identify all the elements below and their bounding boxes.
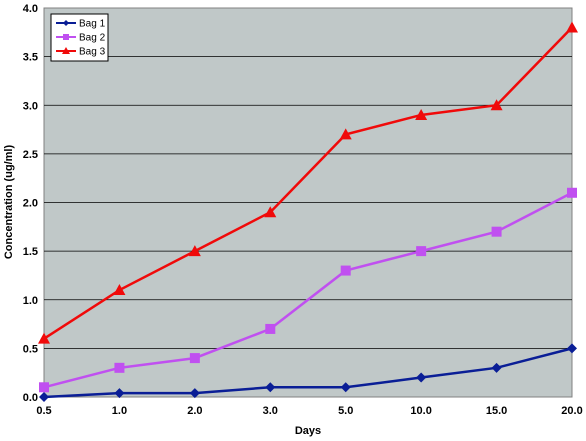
data-point — [491, 226, 502, 237]
legend-item: Bag 3 — [56, 47, 106, 58]
data-point — [189, 388, 200, 399]
y-tick-labels: 0.0 0.5 1.0 1.5 2.0 2.5 3.0 3.5 4.0 — [23, 3, 38, 404]
x-tick-label: 2.0 — [187, 405, 202, 417]
data-point — [265, 323, 276, 334]
legend-item: Bag 1 — [56, 19, 106, 30]
legend-label: Bag 2 — [79, 33, 106, 44]
x-tick-label: 15.0 — [486, 405, 507, 417]
x-tick-label: 0.5 — [36, 405, 51, 417]
data-point — [416, 246, 427, 257]
series-line — [43, 347, 573, 399]
x-tick-label: 1.0 — [112, 405, 127, 417]
x-axis-title: Days — [295, 425, 321, 437]
y-tick-label: 2.5 — [23, 149, 38, 161]
series-bag-2 — [39, 187, 577, 393]
data-point — [63, 34, 69, 40]
data-point — [567, 343, 577, 354]
data-point — [416, 372, 427, 383]
data-point — [339, 128, 352, 140]
series-layer — [38, 21, 578, 402]
data-point — [264, 206, 277, 218]
data-point — [39, 382, 49, 393]
x-tick-label: 3.0 — [263, 405, 278, 417]
x-tick-label: 5.0 — [338, 405, 353, 417]
y-tick-label: 4.0 — [23, 3, 38, 15]
data-point — [114, 388, 125, 399]
data-point — [415, 108, 428, 120]
data-point — [39, 392, 49, 402]
y-tick-label: 1.5 — [23, 246, 38, 258]
legend-item: Bag 2 — [56, 33, 106, 44]
data-point — [265, 382, 276, 393]
y-tick-label: 0.5 — [23, 343, 38, 355]
data-point — [491, 362, 502, 373]
data-point — [62, 47, 70, 54]
series-line — [43, 26, 573, 340]
data-point — [566, 21, 578, 33]
data-point — [38, 332, 50, 344]
y-tick-label: 3.5 — [23, 52, 38, 64]
gridlines — [44, 56, 572, 349]
y-axis-title: Concentration (ug/ml) — [3, 145, 15, 260]
data-point — [567, 187, 577, 198]
x-tick-label: 20.0 — [561, 405, 582, 417]
data-point — [189, 353, 200, 364]
series-bag-3 — [38, 21, 578, 344]
x-tick-labels: 0.5 1.0 2.0 3.0 5.0 10.0 15.0 20.0 — [36, 405, 582, 417]
y-tick-label: 3.0 — [23, 100, 38, 112]
data-point — [113, 284, 126, 296]
data-point — [490, 99, 503, 111]
y-tick-label: 1.0 — [23, 295, 38, 307]
data-point — [63, 20, 69, 26]
x-tick-label: 10.0 — [410, 405, 431, 417]
data-point — [340, 265, 351, 276]
y-tick-label: 0.0 — [23, 392, 38, 404]
legend-label: Bag 3 — [79, 47, 106, 58]
legend: Bag 1 Bag 2 Bag 3 — [50, 13, 109, 62]
series-line — [43, 191, 573, 389]
data-point — [340, 382, 351, 393]
y-tick-label: 2.0 — [23, 198, 38, 210]
data-point — [114, 362, 125, 373]
data-point — [188, 245, 201, 257]
legend-label: Bag 1 — [79, 19, 106, 30]
series-bag-1 — [39, 343, 577, 402]
